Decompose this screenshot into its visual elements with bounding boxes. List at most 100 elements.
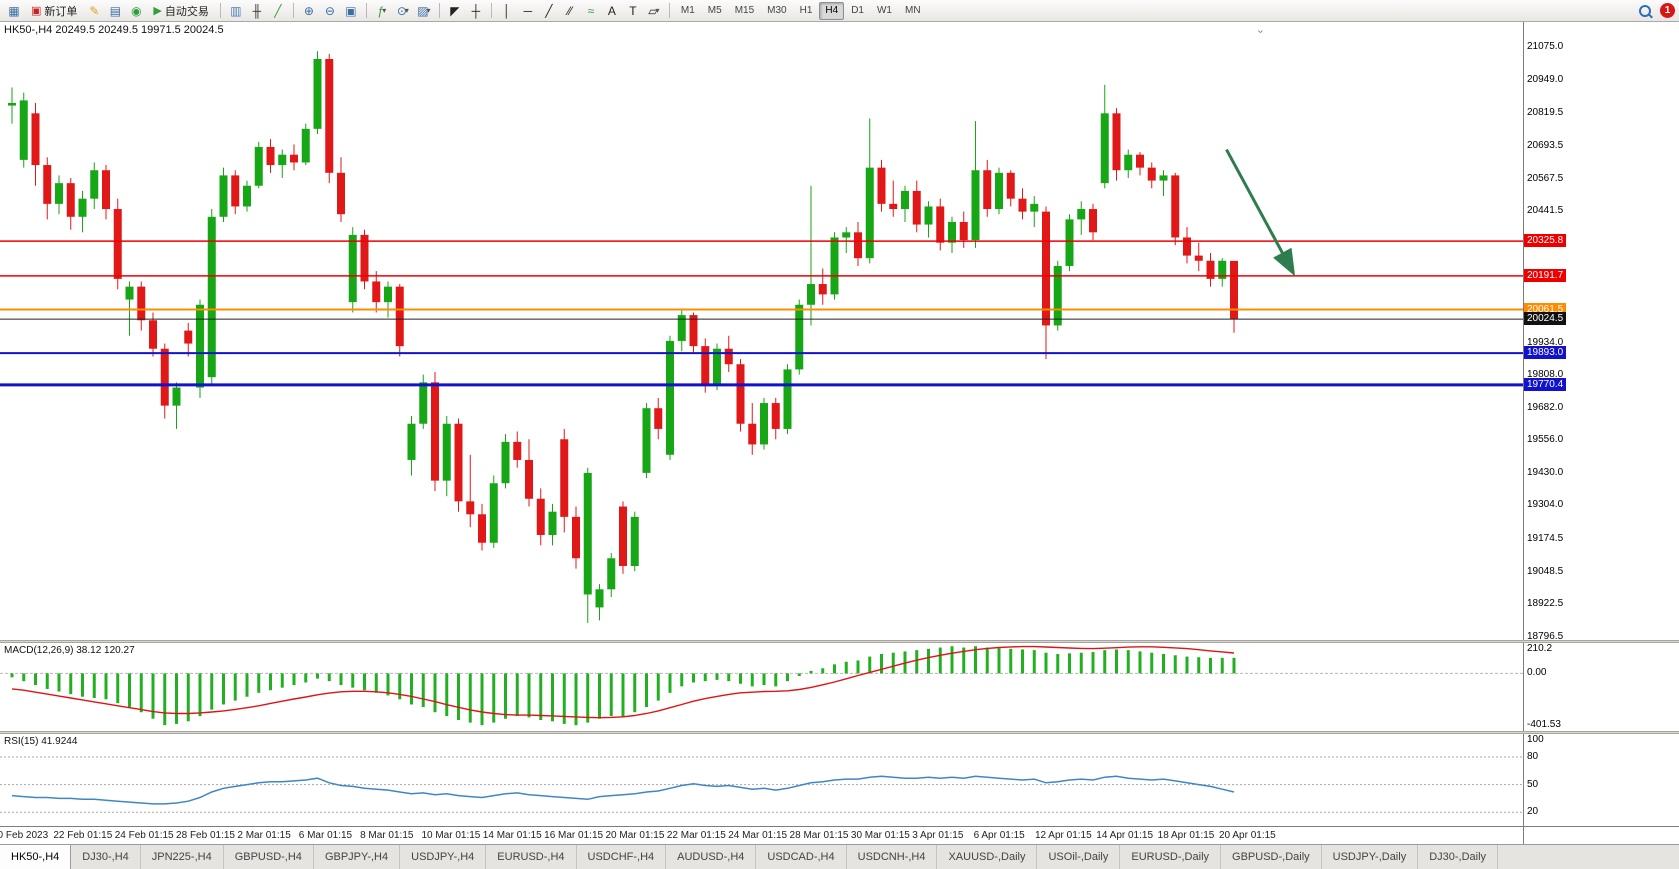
symbol-tab-usdcnhh4[interactable]: USDCNH-,H4 bbox=[847, 845, 938, 869]
time-label: 14 Apr 01:15 bbox=[1096, 830, 1154, 841]
time-label: 3 Apr 01:15 bbox=[912, 830, 964, 841]
timeframe-m15[interactable]: M15 bbox=[734, 4, 755, 16]
time-label: 16 Mar 01:15 bbox=[544, 830, 604, 841]
main-chart[interactable]: HK50-,H4 20249.5 20249.5 19971.5 20024.5… bbox=[0, 22, 1523, 640]
toolbar-separator bbox=[438, 3, 440, 18]
time-label: 6 Mar 01:15 bbox=[298, 830, 353, 841]
price-tick-label: 21075.0 bbox=[1527, 41, 1564, 53]
toolbar-separator bbox=[490, 3, 492, 18]
symbol-tab-gbpjpyh4[interactable]: GBPJPY-,H4 bbox=[314, 845, 401, 869]
timeframe-w1[interactable]: W1 bbox=[876, 4, 892, 16]
time-label: 28 Mar 01:15 bbox=[789, 830, 849, 841]
symbol-tab-dj30h4[interactable]: DJ30-,H4 bbox=[71, 845, 141, 869]
toolbar-separator bbox=[219, 3, 221, 18]
toolbar-separator bbox=[365, 3, 367, 18]
macd-label: MACD(12,26,9) 38.12 120.27 bbox=[4, 645, 135, 656]
strategy-tester-icon[interactable]: ◉ bbox=[131, 3, 142, 18]
time-label: 20 Mar 01:15 bbox=[605, 830, 665, 841]
symbol-tab-hk50h4[interactable]: HK50-,H4 bbox=[0, 845, 72, 869]
timeframe-mn[interactable]: MN bbox=[904, 4, 921, 16]
shapes-icon[interactable]: ▱ ▾ bbox=[648, 3, 660, 18]
search-icon[interactable] bbox=[1635, 2, 1655, 20]
toolbar-separator bbox=[668, 3, 670, 18]
price-tick-label: 20693.5 bbox=[1527, 140, 1564, 152]
equidistant-channel-icon[interactable]: ⁄⁄ bbox=[567, 3, 572, 18]
periods-icon[interactable]: ⊙ ▾ bbox=[396, 3, 409, 18]
horizontal-line-icon[interactable]: ─ bbox=[523, 3, 533, 18]
macd-scale[interactable]: 210.2 0.00 -401.53 bbox=[1523, 643, 1679, 731]
bar-chart-icon[interactable]: ▥ bbox=[230, 3, 242, 18]
templates-icon[interactable]: ▨ ▾ bbox=[417, 3, 431, 18]
timeframe-h1[interactable]: H1 bbox=[799, 4, 813, 16]
indicators-icon[interactable]: ƒ ▾ bbox=[377, 3, 387, 18]
autotrading-button[interactable]: ▶ 自动交易 bbox=[153, 5, 209, 18]
price-tick-label: 19048.5 bbox=[1527, 565, 1564, 577]
time-label: 20 Apr 01:15 bbox=[1219, 830, 1276, 841]
symbol-tab-usdjpydaily[interactable]: USDJPY-,Daily bbox=[1322, 845, 1419, 869]
rsi-scale-label: 80 bbox=[1527, 751, 1539, 762]
tile-windows-icon[interactable]: ▣ bbox=[345, 3, 357, 18]
rsi-panel[interactable]: RSI(15) 41.9244 bbox=[0, 734, 1523, 826]
macd-canvas[interactable] bbox=[0, 643, 1523, 731]
rsi-scale-label: 100 bbox=[1527, 734, 1544, 745]
symbol-tab-eurusddaily[interactable]: EURUSD-,Daily bbox=[1120, 845, 1222, 869]
time-label: 22 Feb 01:15 bbox=[53, 830, 113, 841]
time-label: 2 Mar 01:15 bbox=[237, 830, 291, 841]
price-badge: 19893.0 bbox=[1524, 346, 1567, 360]
symbol-tab-audusdh4[interactable]: AUDUSD-,H4 bbox=[666, 845, 757, 869]
symbol-tab-usoildaily[interactable]: USOil-,Daily bbox=[1037, 845, 1121, 869]
price-tick-label: 20819.5 bbox=[1527, 107, 1564, 119]
zoom-in-icon[interactable]: ⊕ bbox=[303, 3, 314, 18]
symbol-tab-dj30daily[interactable]: DJ30-,Daily bbox=[1418, 845, 1499, 869]
timeframe-m1[interactable]: M1 bbox=[680, 4, 695, 16]
label-icon[interactable]: T bbox=[629, 3, 637, 18]
cursor-icon[interactable]: ◤ bbox=[450, 3, 460, 18]
timeframe-m5[interactable]: M5 bbox=[707, 4, 722, 16]
zoom-out-icon[interactable]: ⊖ bbox=[324, 3, 335, 18]
new-chart-icon[interactable]: ▦ bbox=[8, 3, 20, 18]
macd-scale-label: -401.53 bbox=[1527, 719, 1561, 731]
time-label: 30 Mar 01:15 bbox=[850, 830, 910, 841]
new-order-button[interactable]: ▣ 新订单 bbox=[31, 5, 78, 18]
rsi-canvas[interactable] bbox=[0, 734, 1523, 826]
price-scale[interactable]: 21075.0 20949.0 20819.5 20693.5 20567.5 20441… bbox=[1523, 22, 1679, 640]
chart-dropdown-arrow[interactable]: ⌄ bbox=[1255, 24, 1265, 36]
metaeditor-icon[interactable]: ✎ bbox=[89, 3, 100, 18]
timeframe-d1[interactable]: D1 bbox=[851, 4, 864, 16]
timeframe-m30[interactable]: M30 bbox=[767, 4, 787, 16]
rsi-scale-label: 50 bbox=[1527, 778, 1539, 790]
line-chart-icon[interactable]: ╱ bbox=[274, 3, 282, 18]
symbol-tab-gbpusdh4[interactable]: GBPUSD-,H4 bbox=[224, 845, 314, 869]
time-label: 18 Apr 01:15 bbox=[1157, 830, 1215, 841]
trendline-icon[interactable]: ╱ bbox=[545, 3, 553, 18]
candlestick-icon[interactable]: ╫ bbox=[252, 3, 262, 18]
symbol-tab-usdjpyh4[interactable]: USDJPY-,H4 bbox=[400, 845, 487, 869]
time-label: 8 Mar 01:15 bbox=[360, 830, 414, 841]
symbol-tab-gbpusddaily[interactable]: GBPUSD-,Daily bbox=[1221, 845, 1322, 869]
symbol-tab-jpn225h4[interactable]: JPN225-,H4 bbox=[141, 845, 224, 869]
time-label: 12 Apr 01:15 bbox=[1034, 830, 1092, 841]
notification-badge[interactable]: 1 bbox=[1660, 3, 1675, 18]
symbol-tab-usdchfh4[interactable]: USDCHF-,H4 bbox=[577, 845, 667, 869]
symbol-tab-eurusdh4[interactable]: EURUSD-,H4 bbox=[486, 845, 577, 869]
symbol-tab-xauusddaily[interactable]: XAUUSD-,Daily bbox=[937, 845, 1038, 869]
symbol-tab-usdcadh4[interactable]: USDCAD-,H4 bbox=[756, 845, 847, 869]
fibonacci-icon[interactable]: ≈ bbox=[587, 3, 595, 18]
vertical-line-icon[interactable]: │ bbox=[503, 3, 511, 18]
crosshair-icon[interactable]: ┼ bbox=[471, 3, 481, 18]
price-badge: 19770.4 bbox=[1524, 377, 1567, 391]
text-icon[interactable]: A bbox=[607, 3, 616, 18]
symbol-tab-bar: HK50-,H4 DJ30-,H4 JPN225-,H4 GBPUSD-,H4 GBPJ… bbox=[0, 844, 1679, 869]
panel-splitter[interactable] bbox=[0, 640, 1679, 643]
terminal-icon[interactable]: ▤ bbox=[109, 3, 122, 18]
price-chart-canvas[interactable] bbox=[0, 22, 1523, 640]
rsi-scale[interactable]: 100 80 50 20 bbox=[1523, 734, 1679, 826]
macd-panel[interactable]: MACD(12,26,9) 38.12 120.27 bbox=[0, 643, 1523, 731]
price-tick-label: 19808.0 bbox=[1527, 369, 1564, 381]
panel-splitter[interactable] bbox=[0, 731, 1679, 734]
price-tick-label: 19682.0 bbox=[1527, 401, 1564, 413]
time-label: 14 Mar 01:15 bbox=[482, 830, 542, 841]
price-tick-label: 19304.0 bbox=[1527, 499, 1564, 511]
timeframe-h4[interactable]: H4 bbox=[819, 1, 845, 20]
